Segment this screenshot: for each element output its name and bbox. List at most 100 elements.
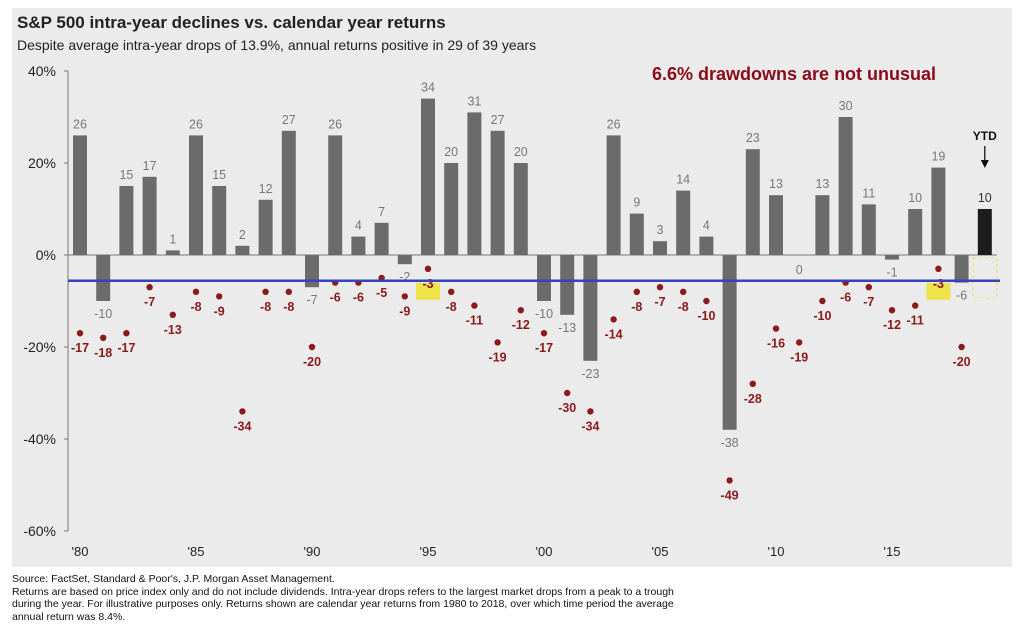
return-bar [119,186,134,255]
return-label: 10 [908,191,922,205]
return-bar [699,236,714,255]
y-tick-label: 40% [28,63,56,79]
decline-label: -9 [399,304,410,318]
decline-label: -8 [283,300,294,314]
decline-dot [192,288,200,295]
return-label: 17 [143,159,157,173]
return-bar [467,112,482,256]
return-label: -7 [306,293,317,307]
decline-label: -6 [330,291,341,305]
decline-dot [772,325,780,332]
return-label: 15 [212,168,226,182]
return-label: 13 [815,177,829,191]
decline-label: -6 [840,291,851,305]
ytd-label: YTD [973,129,997,143]
decline-label: -13 [164,323,182,337]
return-label: -2 [399,270,410,284]
decline-label: -7 [654,295,665,309]
decline-label: -19 [790,350,808,364]
decline-label: -20 [303,355,321,369]
return-bar [722,255,737,430]
return-label: 20 [514,145,528,159]
footer-notes: Source: FactSet, Standard & Poor's, J.P.… [12,573,802,623]
x-tick-label: '90 [304,544,321,559]
y-tick-label: 0% [36,247,56,263]
return-label: 26 [607,117,621,131]
return-label: 14 [676,173,690,187]
return-label: 13 [769,177,783,191]
decline-dot [216,293,223,300]
return-bar [629,213,644,255]
decline-label: -34 [233,419,251,433]
decline-label: -28 [744,392,762,406]
return-label: 30 [839,99,853,113]
return-bar [258,199,273,255]
x-tick-label: '05 [652,544,669,559]
return-label: 23 [746,131,760,145]
return-bar [305,255,319,288]
decline-dot [749,380,756,387]
return-label: -23 [581,367,599,381]
return-label: 26 [189,117,203,131]
ytd-dashed-box [972,257,998,299]
return-label: 1 [169,232,176,246]
returns-note-3: annual return was 8.4%. [12,610,126,623]
return-label: 10 [978,191,992,205]
returns-note-1: Returns are based on price index only an… [12,585,674,598]
return-bar [351,236,366,255]
return-bar [885,255,899,260]
decline-dot [285,288,292,295]
return-bar [397,255,412,265]
decline-dot [703,297,710,305]
return-label: 4 [703,219,710,233]
decline-dot [865,284,872,291]
return-bar [861,204,876,255]
return-label: -13 [558,321,576,335]
decline-dot [888,307,896,314]
chart-subtitle: Despite average intra-year drops of 13.9… [17,37,537,53]
return-label: -10 [535,307,553,321]
return-bar [96,255,111,301]
return-label: -10 [94,307,112,321]
decline-label: -16 [767,337,785,351]
return-bar [490,130,505,255]
return-bar [421,98,435,255]
decline-dot [656,284,664,291]
drawdown-annotation: 6.6% drawdowns are not unusual [652,64,937,84]
decline-dot [587,408,594,415]
return-bar [73,135,87,255]
decline-dot [424,265,432,272]
return-label: 15 [119,168,133,182]
decline-label: -34 [581,419,599,433]
return-label: 26 [328,117,342,131]
chart-title: S&P 500 intra-year declines vs. calendar… [17,13,446,32]
return-bar [954,255,969,283]
decline-dot [308,343,316,351]
decline-dot [401,293,408,300]
decline-label: -18 [94,346,112,360]
decline-label: -10 [813,309,831,323]
decline-label: -8 [446,300,457,314]
return-bar [165,250,180,255]
decline-dot [517,307,524,314]
y-tick-label: -40% [23,431,56,447]
decline-label: -49 [721,488,739,502]
y-tick-label: 20% [28,155,56,171]
y-tick-label: -60% [23,523,56,539]
decline-label: -11 [907,314,924,328]
return-label: 31 [467,94,481,108]
return-bar [513,163,528,255]
decline-dot [494,339,501,346]
return-label: 2 [239,228,246,242]
decline-dot [239,408,246,415]
decline-label: -19 [489,350,507,364]
return-label: 19 [931,150,945,164]
return-label: 27 [491,113,505,127]
decline-dot [76,330,84,337]
decline-label: -12 [512,318,530,332]
return-bar [281,130,296,255]
return-bar [142,176,157,255]
x-tick-label: '15 [884,544,901,559]
ytd-arrow-icon [980,160,989,168]
return-label: 20 [444,145,458,159]
